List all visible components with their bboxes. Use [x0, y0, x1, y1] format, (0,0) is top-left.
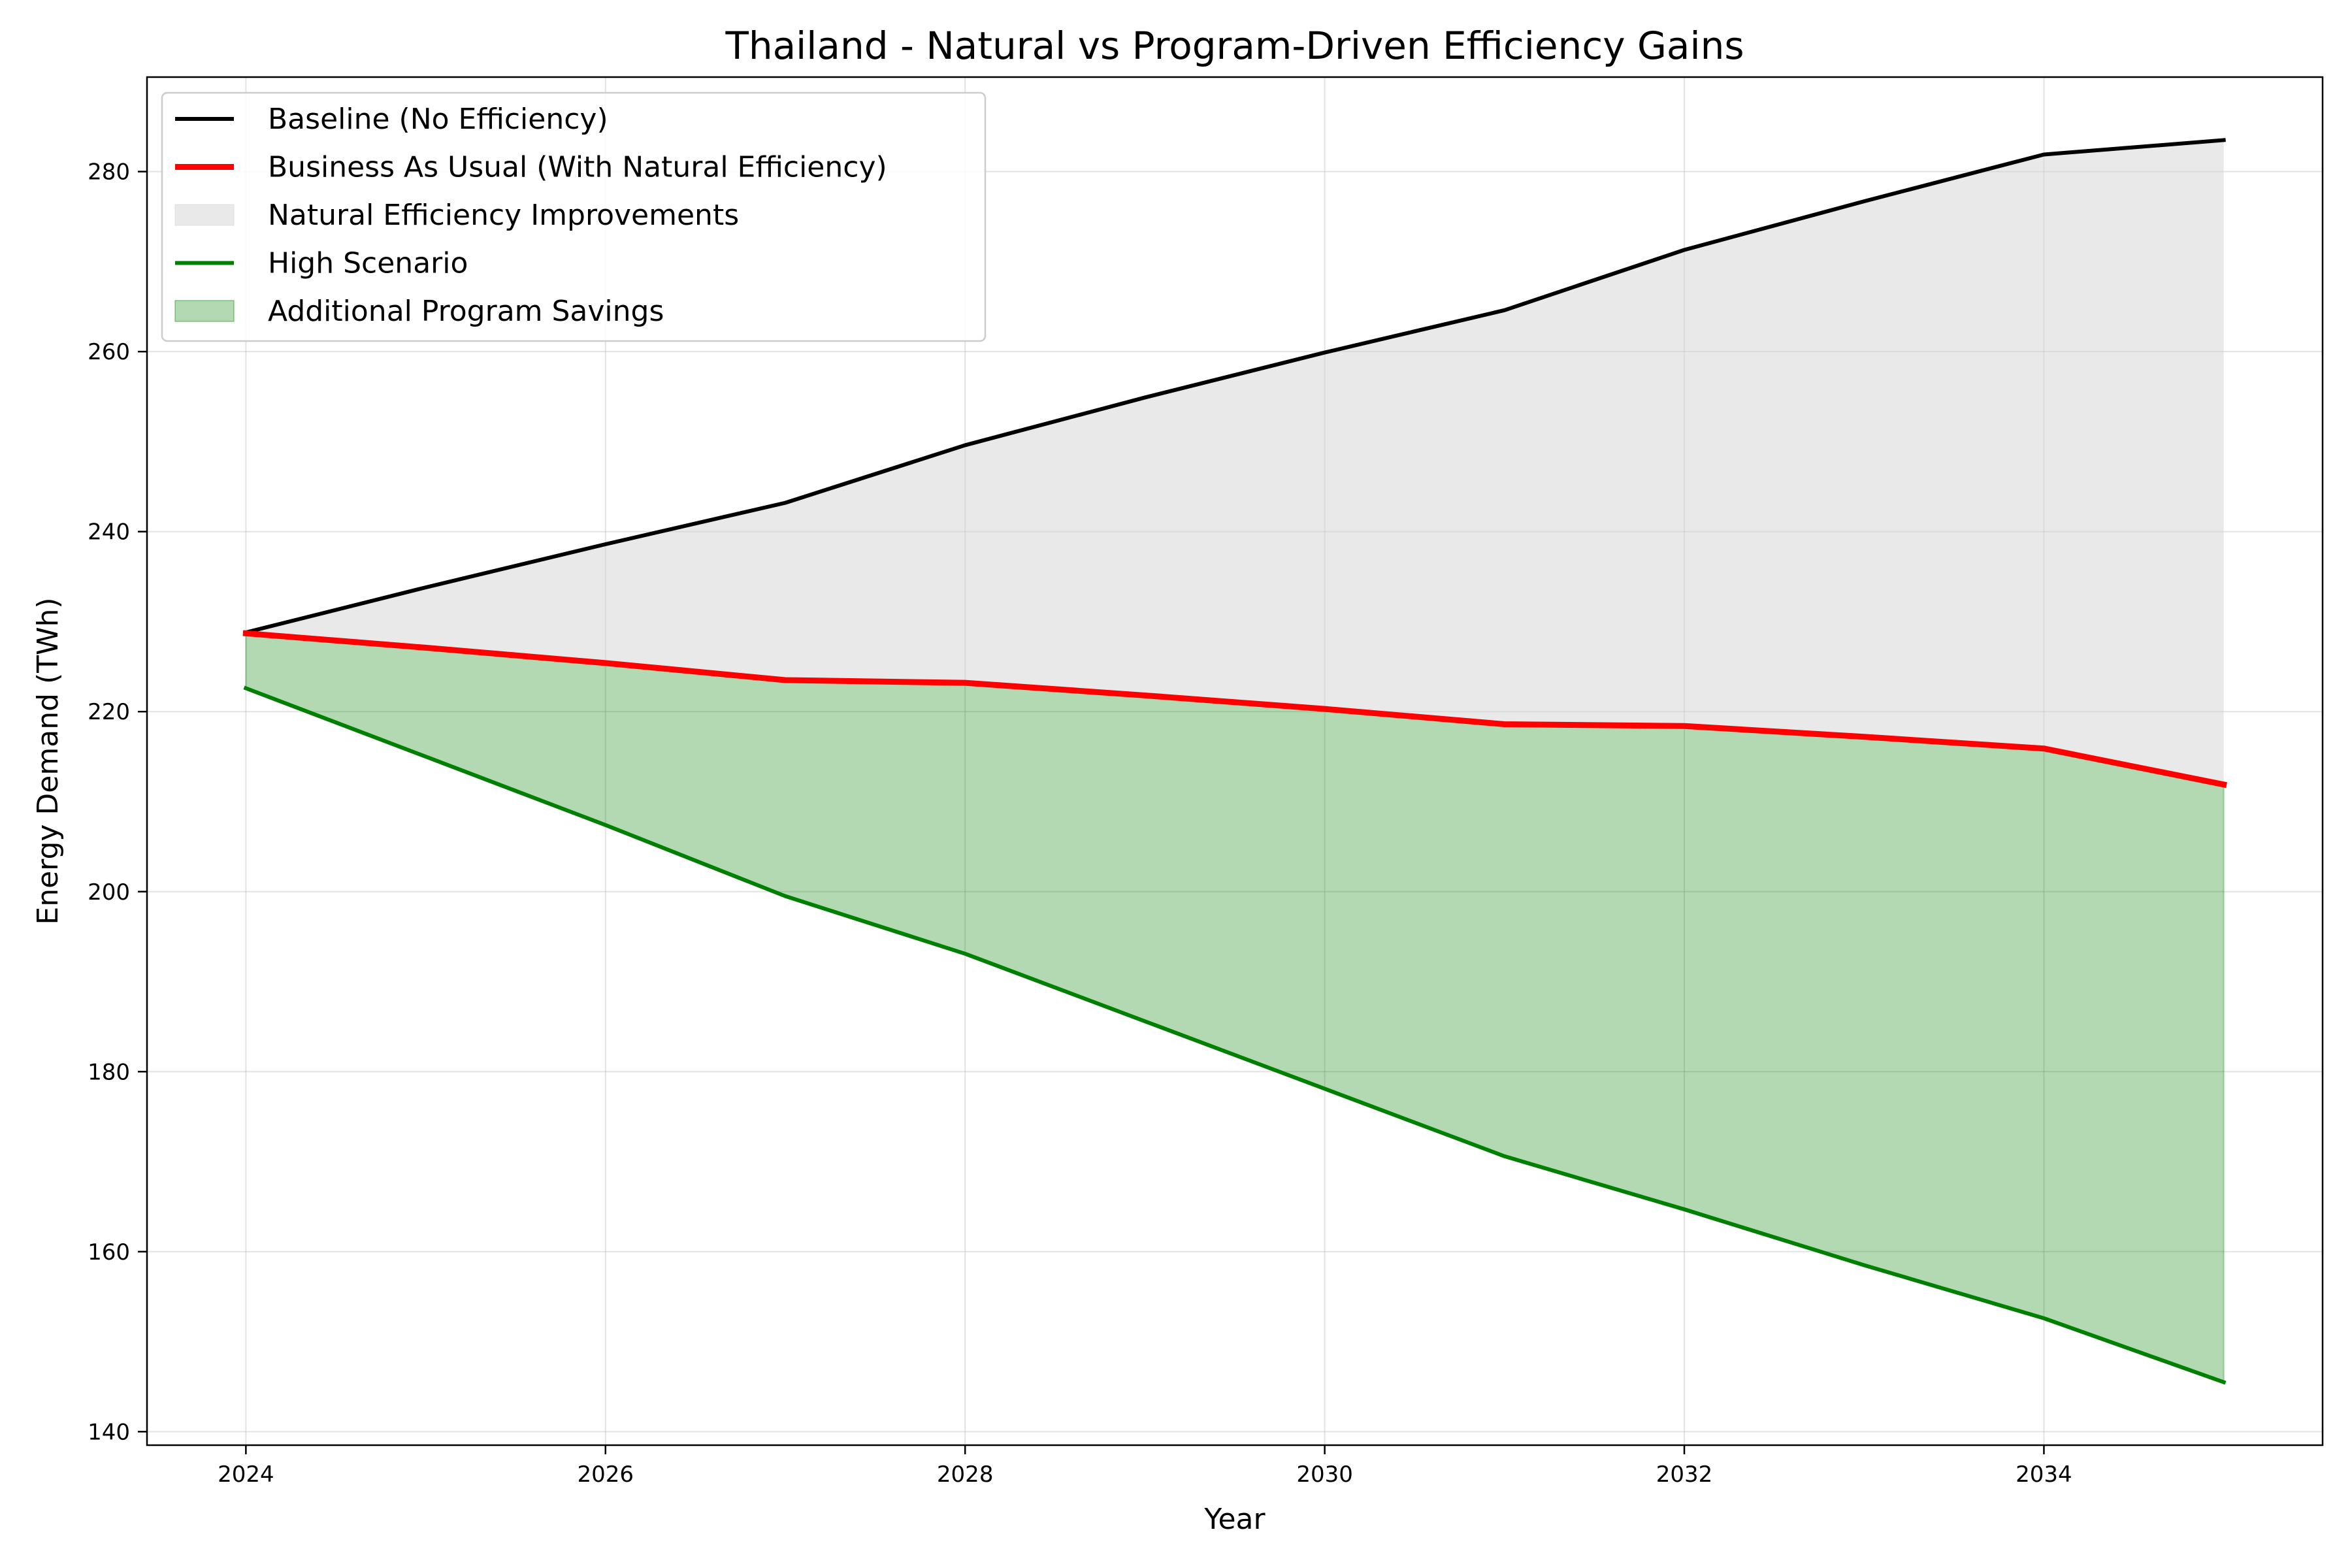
y-tick-label: 180	[88, 1059, 130, 1085]
y-tick-label: 280	[88, 159, 130, 186]
y-tick-label: 140	[88, 1419, 130, 1445]
x-tick-label: 2024	[218, 1462, 274, 1488]
x-axis-label: Year	[1203, 1503, 1266, 1536]
x-tick-label: 2032	[1656, 1462, 1713, 1488]
legend-label-1: Business As Usual (With Natural Efficien…	[268, 151, 887, 184]
axis-ticks: 2024 2026 2028 2030 2032 2034 140 160 180 200 220 2…	[88, 159, 2072, 1488]
y-axis-label: Energy Demand (TWh)	[31, 597, 65, 924]
legend-swatch-2	[174, 204, 235, 226]
chart-title: Thailand - Natural vs Program-Driven Eff…	[725, 24, 1744, 68]
y-tick-label: 200	[88, 879, 130, 906]
series-line-1	[242, 630, 2227, 789]
y-tick-label: 260	[88, 339, 130, 365]
series-line-2	[243, 685, 2227, 1385]
legend-box	[161, 91, 987, 342]
y-tick-label: 240	[88, 519, 130, 546]
legend: Baseline (No Efficiency) Business As Usua…	[161, 91, 987, 342]
legend-label-0: Baseline (No Efficiency)	[268, 103, 608, 136]
fill-area-0	[246, 140, 2224, 785]
series-lines	[242, 138, 2227, 1385]
series-line-0	[243, 138, 2226, 635]
legend-label-4: Additional Program Savings	[268, 295, 664, 328]
plot-frame	[146, 76, 2324, 1446]
x-tick-label: 2034	[2016, 1462, 2072, 1488]
x-tick-label: 2030	[1296, 1462, 1353, 1488]
y-tick-label: 160	[88, 1239, 130, 1266]
legend-swatch-4	[174, 300, 235, 322]
x-tick-label: 2026	[578, 1462, 634, 1488]
y-tick-label: 220	[88, 699, 130, 725]
x-tick-label: 2028	[937, 1462, 994, 1488]
legend-label-3: High Scenario	[268, 247, 468, 280]
legend-label-2: Natural Efficiency Improvements	[268, 199, 739, 232]
